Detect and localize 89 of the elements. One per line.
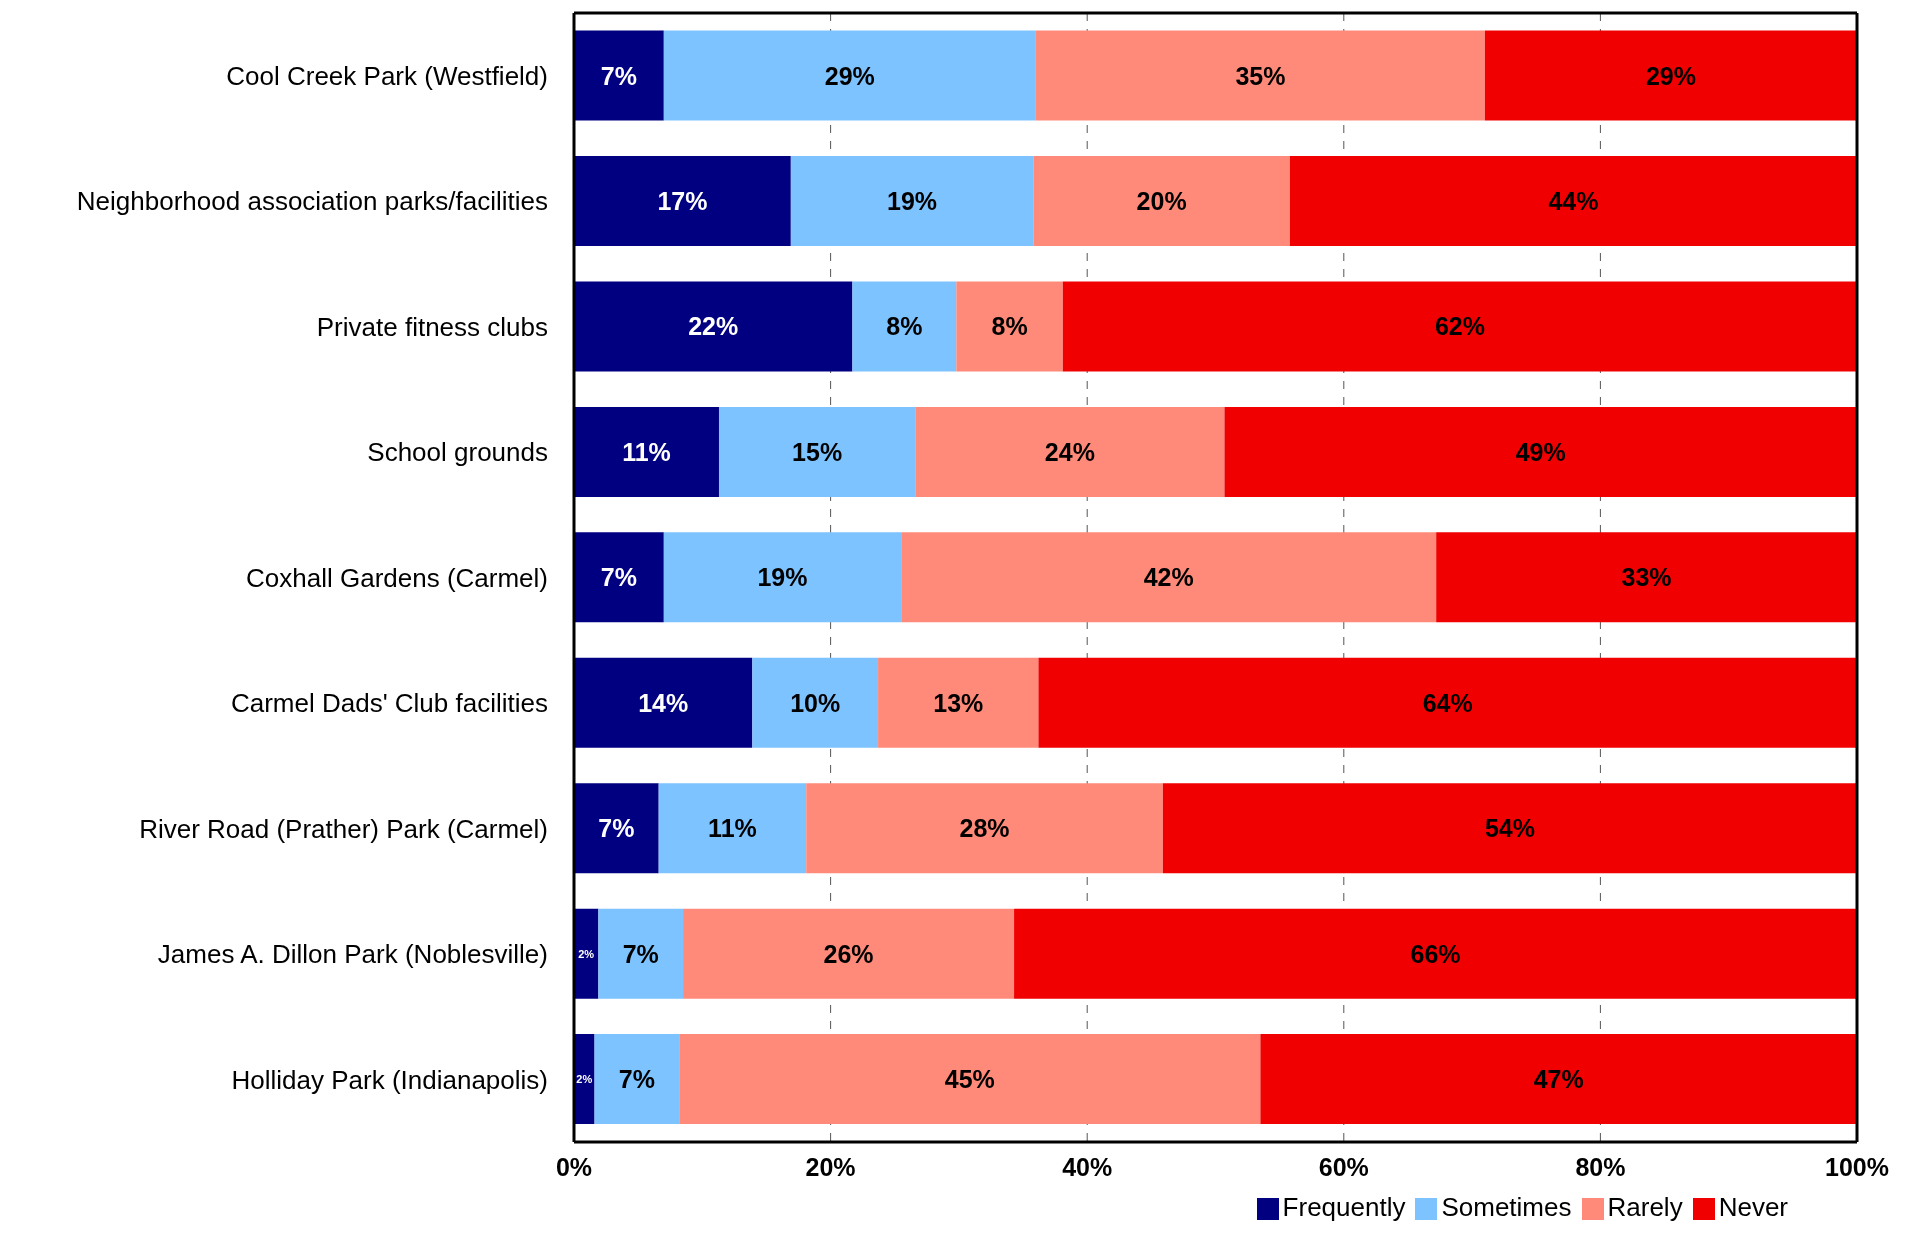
data-label: 29% xyxy=(1645,61,1696,90)
bar xyxy=(1484,30,1857,121)
y-tick-label: River Road (Prather) Park (Carmel) xyxy=(139,813,548,844)
x-tick-label: 20% xyxy=(805,1152,856,1181)
y-tick-label: Coxhall Gardens (Carmel) xyxy=(246,562,548,593)
bar xyxy=(1014,908,1857,999)
data-label: 7% xyxy=(598,814,635,843)
x-tick-label: 0% xyxy=(555,1152,593,1181)
bar xyxy=(1033,156,1290,247)
bar xyxy=(790,156,1034,247)
data-label: 26% xyxy=(823,939,874,968)
x-tick-label: 80% xyxy=(1575,1152,1626,1181)
bar xyxy=(1162,783,1857,874)
data-label: 2% xyxy=(578,947,595,960)
bar xyxy=(598,908,684,999)
bar xyxy=(663,30,1036,121)
data-label: 22% xyxy=(688,312,739,341)
y-tick-label: Neighborhood association parks/facilities xyxy=(76,186,548,217)
data-label: 8% xyxy=(886,312,923,341)
data-label: 11% xyxy=(708,814,757,843)
bar xyxy=(663,532,902,623)
bar xyxy=(574,30,664,121)
y-tick-label: Holliday Park (Indianapolis) xyxy=(231,1064,548,1095)
y-tick-label: Cool Creek Park (Westfield) xyxy=(226,60,548,91)
bar xyxy=(679,1034,1261,1125)
data-label: 45% xyxy=(944,1065,995,1094)
bar xyxy=(1224,406,1857,497)
bar xyxy=(1038,657,1857,748)
data-label: 7% xyxy=(622,939,659,968)
bar xyxy=(1260,1034,1857,1125)
data-label: 7% xyxy=(600,563,637,592)
data-label: 29% xyxy=(824,61,875,90)
data-label: 8% xyxy=(991,312,1028,341)
data-label: 47% xyxy=(1533,1065,1584,1094)
data-label: 11% xyxy=(622,437,671,466)
bar xyxy=(852,281,957,372)
data-label: 33% xyxy=(1621,563,1672,592)
x-tick-label: 60% xyxy=(1318,1152,1369,1181)
data-label: 44% xyxy=(1548,187,1599,216)
bar xyxy=(956,281,1063,372)
bar xyxy=(574,657,753,748)
y-tick-label: School grounds xyxy=(367,437,548,468)
data-label: 19% xyxy=(757,563,808,592)
legend-label: Frequently xyxy=(1282,1192,1406,1222)
data-label: 49% xyxy=(1515,437,1566,466)
data-label: 14% xyxy=(638,688,689,717)
bar xyxy=(574,532,664,623)
data-label: 17% xyxy=(657,187,708,216)
bar xyxy=(1035,30,1485,121)
bar xyxy=(1289,156,1857,247)
x-tick-label: 40% xyxy=(1062,1152,1113,1181)
data-label: 2% xyxy=(576,1073,593,1086)
data-label: 54% xyxy=(1484,814,1535,843)
bar xyxy=(574,406,719,497)
data-label: 64% xyxy=(1422,688,1473,717)
y-tick-label: James A. Dillon Park (Noblesville) xyxy=(157,939,548,970)
data-label: 10% xyxy=(790,688,841,717)
y-tick-label: Carmel Dads' Club facilities xyxy=(230,688,548,719)
y-tick-label: Private fitness clubs xyxy=(316,311,548,342)
bar xyxy=(658,783,807,874)
bar xyxy=(752,657,879,748)
data-label: 13% xyxy=(933,688,984,717)
bar xyxy=(574,281,853,372)
legend-label: Sometimes xyxy=(1441,1192,1572,1222)
data-label: 20% xyxy=(1136,187,1187,216)
bar xyxy=(1062,281,1857,372)
data-label: 62% xyxy=(1434,312,1485,341)
bar xyxy=(901,532,1437,623)
data-label: 7% xyxy=(600,61,637,90)
data-label: 66% xyxy=(1410,939,1461,968)
data-label: 15% xyxy=(792,437,843,466)
legend-label: Never xyxy=(1718,1192,1788,1222)
bar xyxy=(1436,532,1857,623)
bar xyxy=(718,406,916,497)
data-label: 24% xyxy=(1044,437,1095,466)
bar xyxy=(574,156,791,247)
data-label: 42% xyxy=(1143,563,1194,592)
bar xyxy=(915,406,1225,497)
data-label: 28% xyxy=(959,814,1010,843)
bar xyxy=(878,657,1039,748)
bar xyxy=(574,783,659,874)
legend-label: Rarely xyxy=(1607,1192,1683,1222)
x-tick-label: 100% xyxy=(1825,1152,1889,1181)
data-label: 7% xyxy=(618,1065,655,1094)
bar xyxy=(594,1034,680,1125)
data-label: 19% xyxy=(887,187,938,216)
bar xyxy=(683,908,1015,999)
data-label: 35% xyxy=(1235,61,1286,90)
bar xyxy=(806,783,1163,874)
